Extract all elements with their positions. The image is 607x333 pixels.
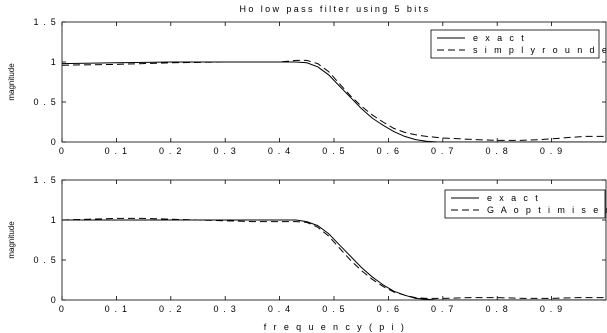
y-axis-label: magnitude bbox=[7, 221, 16, 259]
legend-label: e x a c t bbox=[487, 193, 540, 203]
x-tick-label: 0 . 2 bbox=[159, 146, 183, 156]
x-tick-label: 0 . 4 bbox=[268, 304, 292, 314]
bottom-plot: 0 0 . 1 0 . 2 0 . 3 0 . 4 0 . 5 0 . 6 0 . 7 0 . … bbox=[7, 175, 607, 314]
x-tick-label: 0 bbox=[59, 146, 65, 156]
x-tick-label: 0 . 9 bbox=[540, 146, 564, 156]
legend-label: e x a c t bbox=[473, 33, 526, 43]
x-tick-label: 0 . 9 bbox=[540, 304, 564, 314]
y-axis-label: magnitude bbox=[7, 63, 16, 101]
x-tick-label: 0 . 6 bbox=[377, 146, 401, 156]
y-tick-label: 0 . 5 bbox=[33, 97, 57, 107]
y-tick-label: 1 . 5 bbox=[33, 17, 57, 27]
series-line-0 bbox=[62, 61, 606, 142]
x-tick-label: 0 . 5 bbox=[322, 146, 346, 156]
x-tick-label: 0 . 1 bbox=[105, 146, 129, 156]
x-tick-label: 0 . 8 bbox=[485, 146, 509, 156]
top-plot: 0 0 . 1 0 . 2 0 . 3 0 . 4 0 . 5 0 . 6 0 . 7 0 . … bbox=[7, 17, 607, 156]
x-tick-label: 0 . 7 bbox=[431, 146, 455, 156]
legend-label: s i m p l y r o u n d e d bbox=[473, 45, 607, 55]
legend-label: G A o p t i m i s e d bbox=[487, 205, 607, 215]
series-line-0 bbox=[62, 219, 606, 300]
x-tick-label: 0 . 1 bbox=[105, 304, 129, 314]
x-tick-label: 0 . 8 bbox=[485, 304, 509, 314]
y-tick-label: 0 bbox=[51, 295, 57, 305]
series-line-1 bbox=[62, 59, 606, 141]
x-tick-label: 0 . 6 bbox=[377, 304, 401, 314]
y-tick-label: 1 . 5 bbox=[33, 175, 57, 185]
y-tick-label: 1 bbox=[51, 215, 57, 225]
y-tick-label: 1 bbox=[51, 57, 57, 67]
y-tick-label: 0 . 5 bbox=[33, 255, 57, 265]
x-tick-label: 0 . 3 bbox=[213, 304, 237, 314]
legend bbox=[430, 29, 600, 59]
x-tick-label: 0 . 4 bbox=[268, 146, 292, 156]
x-tick-label: 0 . 3 bbox=[213, 146, 237, 156]
x-tick-label: 0 bbox=[59, 304, 65, 314]
legend bbox=[444, 189, 606, 219]
x-tick-label: 0 . 2 bbox=[159, 304, 183, 314]
chart-title: Ho low pass filter using 5 bits bbox=[240, 4, 431, 14]
y-tick-label: 0 bbox=[51, 137, 57, 147]
x-tick-label: 0 . 7 bbox=[431, 304, 455, 314]
x-tick-label: 0 . 5 bbox=[322, 304, 346, 314]
x-axis-label: f r e q u e n c y ( p i ) bbox=[264, 322, 407, 332]
series-line-1 bbox=[62, 217, 606, 299]
